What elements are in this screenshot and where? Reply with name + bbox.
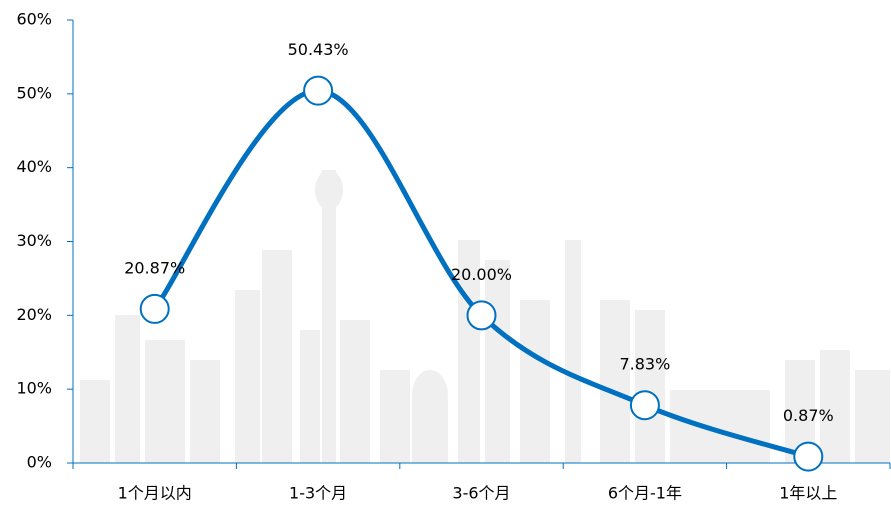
y-tick-label: 30% xyxy=(16,231,52,250)
x-tick-label: 6个月-1年 xyxy=(608,484,682,503)
marker xyxy=(629,390,660,421)
line xyxy=(152,88,810,459)
marker xyxy=(303,75,334,106)
x-tick-label: 1个月以内 xyxy=(118,484,192,503)
y-tick-label: 50% xyxy=(16,83,52,102)
x-tick-label: 3-6个月 xyxy=(452,484,510,503)
marker xyxy=(793,441,824,472)
data-label: 50.43% xyxy=(288,40,349,59)
data-label: 20.00% xyxy=(451,265,512,284)
skyline-background xyxy=(80,170,890,463)
x-tick-label: 1年以上 xyxy=(779,484,837,503)
y-tick-label: 0% xyxy=(27,453,52,472)
x-tick-label: 1-3个月 xyxy=(289,484,347,503)
marker xyxy=(139,293,170,324)
data-label: 20.87% xyxy=(124,258,185,277)
marker xyxy=(466,300,497,331)
y-tick-label: 40% xyxy=(16,157,52,176)
data-label: 7.83% xyxy=(619,355,670,374)
y-tick-label: 10% xyxy=(16,379,52,398)
data-label: 0.87% xyxy=(783,406,834,425)
y-tick-label: 60% xyxy=(16,10,52,29)
y-tick-label: 20% xyxy=(16,305,52,324)
